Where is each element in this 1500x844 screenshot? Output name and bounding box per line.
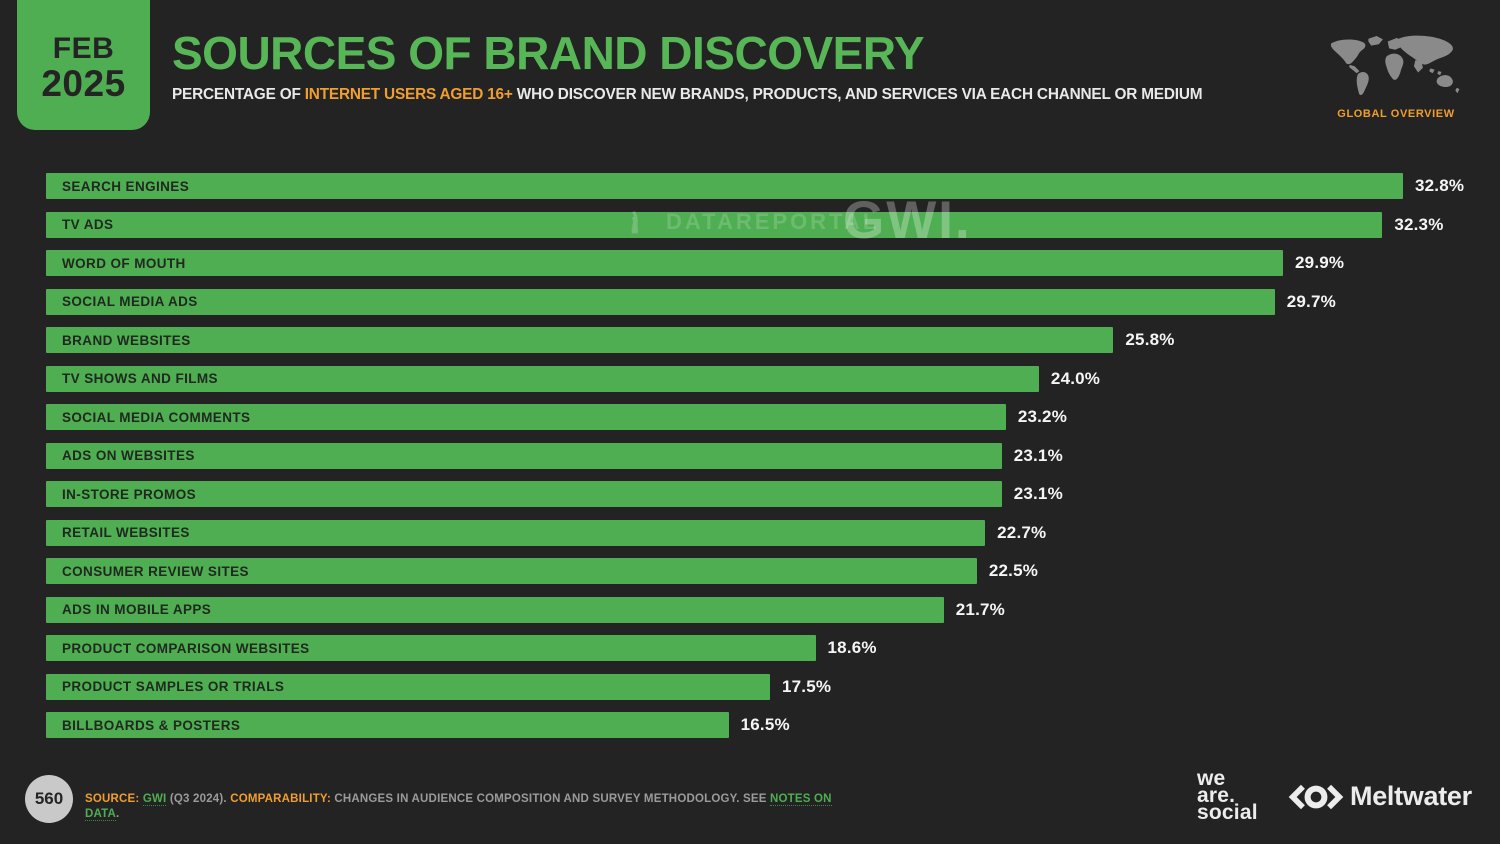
date-badge-year: 2025 (41, 63, 126, 104)
bar-label: BRAND WEBSITES (62, 332, 191, 348)
bar-row: BRAND WEBSITES 25.8% (46, 327, 1466, 353)
bar-value: 32.8% (1415, 176, 1465, 195)
we-are-social-logo: we are. social (1197, 767, 1258, 824)
bar-row: SEARCH ENGINES 32.8% (46, 173, 1466, 199)
bar-row: BILLBOARDS & POSTERS 16.5% (46, 712, 1466, 738)
bar-value: 23.2% (1017, 407, 1068, 426)
notes-suffix: . (116, 808, 120, 820)
was-line2: are. (1197, 784, 1236, 807)
bar: SOCIAL MEDIA ADS (46, 288, 1275, 315)
subtitle-highlight: INTERNET USERS AGED 16+ (304, 86, 513, 103)
bar-row: SOCIAL MEDIA COMMENTS 23.2% (46, 404, 1466, 430)
bar-value: 24.0% (1050, 368, 1101, 388)
bar-label: BILLBOARDS & POSTERS (62, 717, 241, 733)
bar: BRAND WEBSITES (46, 327, 1114, 353)
bar-value: 23.1% (1013, 445, 1063, 465)
bar: IN-STORE PROMOS (46, 481, 1002, 507)
bar-value: 18.6% (827, 638, 877, 657)
bar-row: CONSUMER REVIEW SITES 22.5% (46, 558, 1466, 584)
bar-value: 29.7% (1286, 291, 1336, 311)
bar: PRODUCT COMPARISON WEBSITES (46, 635, 816, 661)
bar-value: 29.9% (1295, 253, 1345, 272)
bar: TV SHOWS AND FILMS (46, 365, 1039, 392)
bar-label: SOCIAL MEDIA ADS (62, 294, 198, 309)
bar-label: CONSUMER REVIEW SITES (62, 563, 249, 579)
bar: SOCIAL MEDIA COMMENTS (46, 404, 1006, 430)
comparability-text: CHANGES IN AUDIENCE COMPOSITION AND SURV… (330, 793, 771, 805)
source-link[interactable]: GWI (142, 793, 167, 806)
bar: PRODUCT SAMPLES OR TRIALS (46, 673, 770, 700)
comparability-label: COMPARABILITY: (230, 793, 331, 805)
subtitle-suffix: WHO DISCOVER NEW BRANDS, PRODUCTS, AND S… (512, 86, 1203, 103)
bar-label: RETAIL WEBSITES (62, 525, 190, 540)
bar: ADS ON WEBSITES (46, 442, 1002, 469)
bar-label: ADS ON WEBSITES (62, 448, 195, 463)
bar-label: IN-STORE PROMOS (62, 486, 197, 502)
bar-label: TV SHOWS AND FILMS (62, 371, 218, 386)
was-line1: we (1197, 767, 1226, 790)
world-map-icon (1330, 35, 1460, 96)
subtitle-prefix: PERCENTAGE OF (172, 86, 305, 103)
bar-row: TV ADS 32.3% (46, 211, 1466, 238)
bar-value: 32.3% (1394, 214, 1444, 234)
bar-row: RETAIL WEBSITES 22.7% (46, 519, 1466, 546)
bar-row: PRODUCT SAMPLES OR TRIALS 17.5% (46, 673, 1466, 700)
bar-chart: SEARCH ENGINES 32.8% TV ADS 32.3% WORD OF MO… (46, 173, 1466, 751)
meltwater-wordmark: Meltwater (1350, 781, 1472, 811)
bar-row: IN-STORE PROMOS 23.1% (46, 481, 1466, 507)
bar-label: PRODUCT SAMPLES OR TRIALS (62, 679, 285, 694)
date-badge: FEB 2025 (17, 0, 150, 130)
bar-value: 23.1% (1013, 484, 1063, 503)
bar: ADS IN MOBILE APPS (46, 596, 944, 623)
bar-label: SEARCH ENGINES (62, 178, 190, 194)
bar-label: TV ADS (62, 217, 114, 232)
bar-value: 22.5% (988, 561, 1039, 580)
bar-row: ADS IN MOBILE APPS 21.7% (46, 596, 1466, 623)
bar-row: SOCIAL MEDIA ADS 29.7% (46, 288, 1466, 315)
page-title: SOURCES OF BRAND DISCOVERY (172, 27, 925, 79)
bar-row: PRODUCT COMPARISON WEBSITES 18.6% (46, 635, 1466, 661)
source-label: SOURCE: (85, 793, 140, 805)
bar-value: 16.5% (740, 715, 790, 734)
bar-label: SOCIAL MEDIA COMMENTS (62, 409, 251, 425)
meltwater-logo: Meltwater (1288, 781, 1472, 812)
bar-value: 17.5% (782, 676, 832, 696)
bar: WORD OF MOUTH (46, 250, 1284, 276)
bar: RETAIL WEBSITES (46, 519, 986, 546)
page-number-badge: 560 (25, 775, 73, 823)
bar: CONSUMER REVIEW SITES (46, 558, 977, 584)
bar-value: 25.8% (1125, 330, 1175, 349)
meltwater-icon (1288, 784, 1344, 809)
region-block: GLOBAL OVERVIEW (1324, 30, 1468, 120)
bar-row: ADS ON WEBSITES 23.1% (46, 442, 1466, 469)
page-subtitle: PERCENTAGE OF INTERNET USERS AGED 16+ WH… (172, 86, 1203, 104)
bar: TV ADS (46, 211, 1383, 238)
bar-value: 22.7% (997, 522, 1047, 542)
was-line3: social (1197, 801, 1258, 824)
global-overview-label: GLOBAL OVERVIEW (1337, 108, 1455, 120)
bar-row: TV SHOWS AND FILMS 24.0% (46, 365, 1466, 392)
bar-value: 21.7% (955, 599, 1005, 619)
bar-label: PRODUCT COMPARISON WEBSITES (62, 640, 310, 656)
bar-row: WORD OF MOUTH 29.9% (46, 250, 1466, 276)
bar: BILLBOARDS & POSTERS (46, 712, 729, 738)
bar-label: ADS IN MOBILE APPS (62, 602, 212, 617)
notes-on-data-link[interactable]: NOTES ON DATA (85, 793, 832, 821)
source-detail: (Q3 2024). (166, 793, 231, 805)
source-note: SOURCE: GWI (Q3 2024). COMPARABILITY: CH… (85, 792, 845, 822)
bar: SEARCH ENGINES (46, 173, 1403, 199)
date-badge-month: FEB (52, 32, 115, 65)
bar-label: WORD OF MOUTH (62, 255, 186, 271)
